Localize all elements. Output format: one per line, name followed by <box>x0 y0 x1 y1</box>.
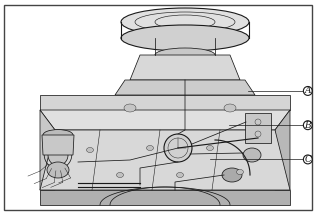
Ellipse shape <box>224 104 236 112</box>
Polygon shape <box>40 130 290 190</box>
Polygon shape <box>40 110 55 190</box>
Ellipse shape <box>48 144 68 165</box>
Polygon shape <box>115 80 255 95</box>
Polygon shape <box>130 55 240 80</box>
Ellipse shape <box>43 130 73 140</box>
Ellipse shape <box>237 169 244 174</box>
Polygon shape <box>275 110 290 190</box>
Polygon shape <box>40 95 290 110</box>
Polygon shape <box>40 110 290 130</box>
Ellipse shape <box>47 162 69 178</box>
Ellipse shape <box>116 172 123 177</box>
Ellipse shape <box>155 48 215 62</box>
Ellipse shape <box>121 8 249 36</box>
Ellipse shape <box>176 172 183 177</box>
Ellipse shape <box>124 104 136 112</box>
Text: A: A <box>305 86 311 95</box>
Polygon shape <box>40 190 290 205</box>
FancyBboxPatch shape <box>245 113 271 143</box>
Ellipse shape <box>121 25 249 51</box>
Text: C: C <box>304 155 311 164</box>
Ellipse shape <box>164 134 192 162</box>
Ellipse shape <box>222 168 242 182</box>
Ellipse shape <box>147 146 154 150</box>
Ellipse shape <box>243 148 261 162</box>
Text: B: B <box>305 121 311 130</box>
Polygon shape <box>42 135 74 155</box>
Ellipse shape <box>206 146 213 150</box>
Ellipse shape <box>86 147 93 153</box>
